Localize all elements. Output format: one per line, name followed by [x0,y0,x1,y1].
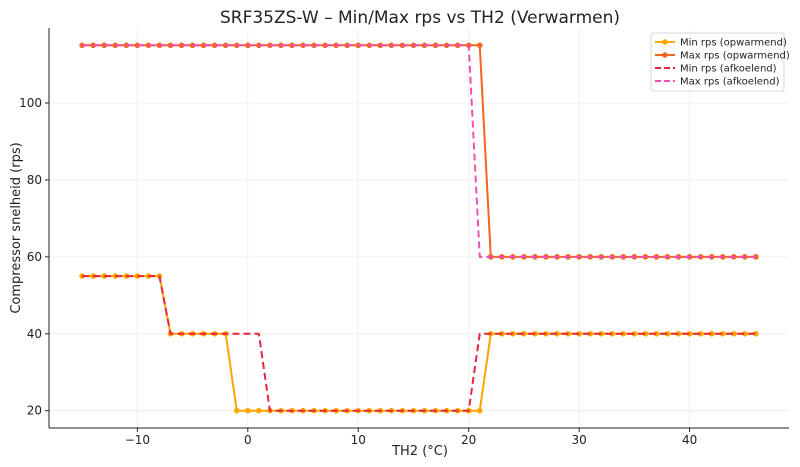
series-0-point [598,330,605,337]
series-line-0 [82,275,756,412]
legend-label-3: Max rps (afkoelend) [680,77,780,88]
series-0-point [576,330,582,337]
series-0-point [233,407,240,414]
legend-box [650,32,785,92]
y-tick-label: 60 [27,250,42,264]
series-0-point [742,330,748,337]
x-tick-label: −10 [125,433,150,447]
series-0-point [675,330,682,337]
x-tick-label: 20 [461,433,476,447]
x-tick-label: 40 [682,433,697,447]
series-group [79,42,759,414]
series-0-point [730,330,737,337]
y-tick-label: 20 [27,404,42,418]
y-tick-label: 40 [27,327,42,341]
series-0-point [631,330,638,337]
series-0-point [245,407,251,414]
series-0-point [686,330,693,337]
x-tick-label: 10 [351,433,366,447]
legend-label-1: Max rps (opwarmend) [680,51,790,62]
series-0-point [587,330,593,337]
series-0-point [609,330,616,337]
series-0-point [653,330,660,337]
legend-marker-1 [662,52,668,58]
x-tick-label: 0 [244,433,252,447]
axes: −10 0 10 20 30 40 20 40 60 80 100 [19,28,789,447]
legend-label-2: Min rps (afkoelend) [680,64,777,75]
y-tick-label: 100 [19,96,42,110]
legend: Min rps (opwarmend) Max rps (opwarmend) Mi… [650,32,790,92]
x-tick-label: 30 [572,433,587,447]
series-0-point [753,330,759,337]
series-0-point [256,407,262,414]
series-0-point [642,330,649,337]
series-0-point [664,330,671,337]
legend-label-0: Min rps (opwarmend) [680,38,787,49]
series-line-3 [82,44,756,258]
series-0-point [708,330,715,337]
series-0-point [476,407,483,414]
legend-marker-0 [662,39,668,45]
chart-title: SRF35ZS-W – Min/Max rps vs TH2 (Verwarme… [220,8,620,28]
series-0-point [620,330,627,337]
y-axis-label: Compressor snelheid (rps) [9,142,24,313]
series-1-point [476,42,483,49]
y-tick-label: 80 [27,173,42,187]
series-0-point [697,330,704,337]
series-0-point [719,330,726,337]
x-axis-label: TH2 (°C) [391,444,448,459]
series-line-2 [82,275,756,412]
